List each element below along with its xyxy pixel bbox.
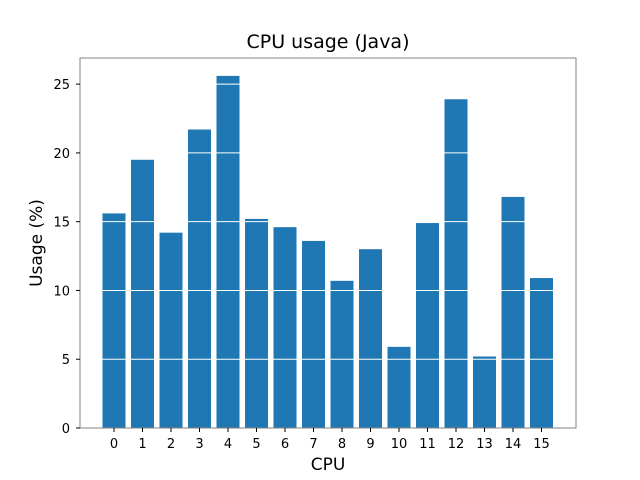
bar-cpu-8 [330,280,354,428]
x-axis-ticks: 0 1 2 3 4 5 6 7 8 9 10 11 12 13 14 15 [110,428,550,452]
y-tick-label: 20 [53,147,70,162]
bar-cpu-0 [102,213,126,428]
bar-cpu-10 [387,346,411,428]
y-axis-label: Usage (%) [27,199,47,287]
x-tick-label: 8 [338,437,346,452]
x-tick-label: 4 [224,437,232,452]
bar-cpu-11 [416,223,439,428]
y-tick-label: 5 [62,353,70,368]
x-tick-label: 6 [281,437,289,452]
bar-cpu-1 [131,159,154,428]
bar-cpu-4 [216,75,240,428]
x-tick-label: 14 [505,437,522,452]
x-tick-label: 5 [252,437,260,452]
bar-cpu-2 [159,232,183,428]
x-tick-label: 3 [195,437,203,452]
bar-cpu-6 [273,227,297,428]
bar-cpu-7 [302,240,325,428]
y-tick-label: 0 [62,422,70,437]
bar-cpu-13 [473,356,496,428]
bar-cpu-5 [245,218,268,428]
x-tick-label: 2 [167,437,175,452]
x-tick-label: 12 [448,437,465,452]
gridlines-group [80,83,576,360]
x-tick-label: 0 [110,437,118,452]
bar-cpu-3 [188,129,211,428]
x-tick-label: 7 [309,437,317,452]
y-tick-label: 25 [53,78,70,93]
y-tick-label: 10 [53,284,70,299]
y-axis-ticks: 0 5 10 15 20 25 [53,78,80,437]
x-tick-label: 1 [138,437,146,452]
x-tick-label: 9 [366,437,374,452]
bar-cpu-12 [444,99,468,428]
plot-frame [79,57,577,429]
x-tick-label: 11 [419,437,436,452]
x-tick-label: 15 [533,437,550,452]
chart-title: CPU usage (Java) [246,31,409,53]
y-tick-label: 15 [53,216,70,231]
x-axis-label: CPU [311,455,346,475]
bar-cpu-15 [530,278,553,428]
bars-group [102,75,553,428]
x-tick-label: 10 [391,437,408,452]
x-tick-label: 13 [476,437,493,452]
bar-cpu-14 [501,196,525,428]
bar-cpu-9 [359,249,382,428]
